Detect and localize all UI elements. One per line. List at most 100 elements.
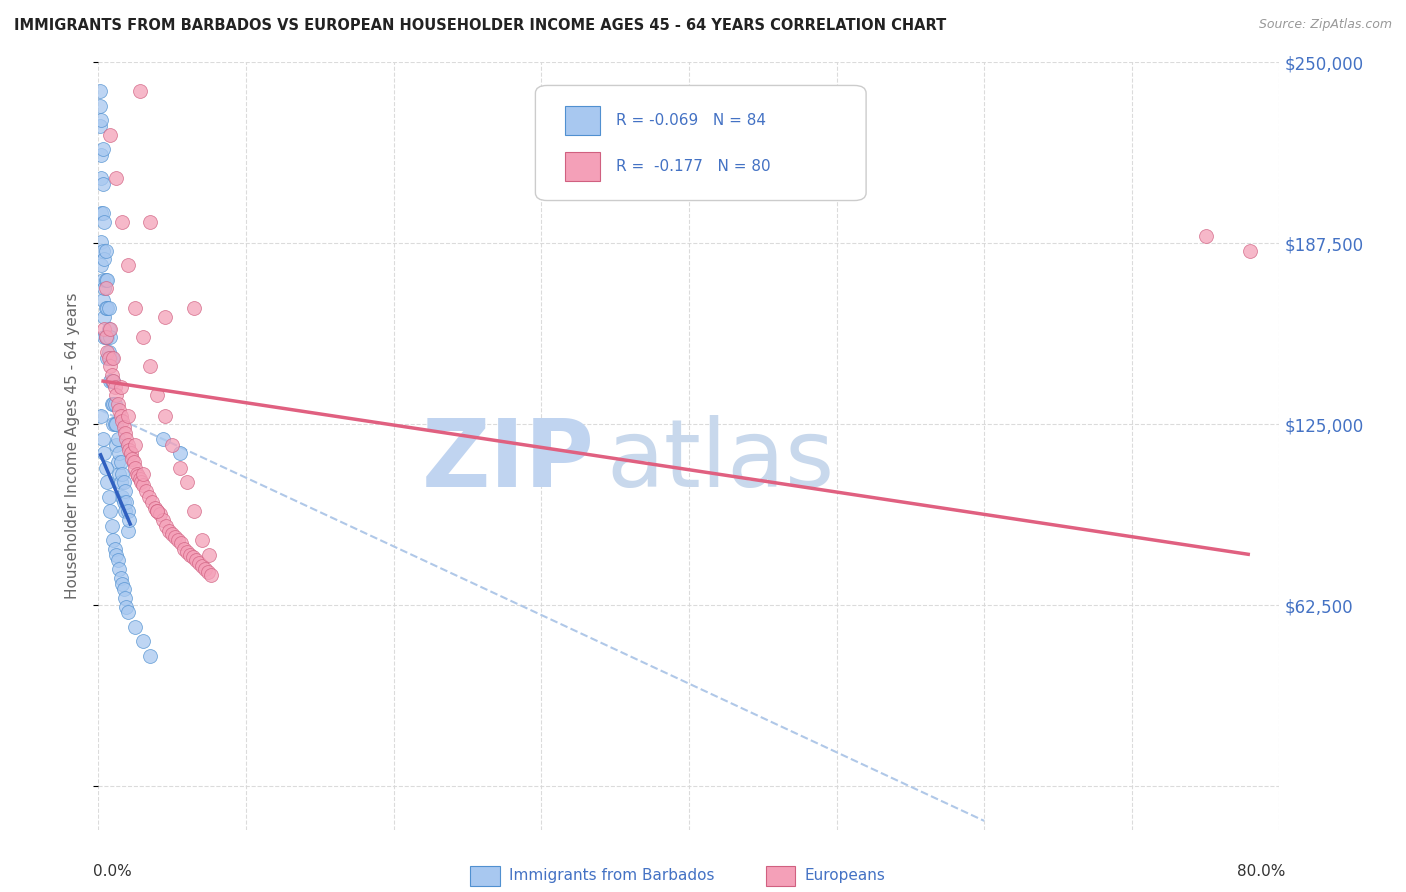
Point bbox=[96, 475, 118, 490]
Point bbox=[114, 591, 136, 605]
Text: 80.0%: 80.0% bbox=[1237, 864, 1285, 880]
Point bbox=[122, 455, 145, 469]
Point bbox=[98, 359, 121, 374]
Point bbox=[90, 148, 112, 162]
Point bbox=[105, 171, 128, 186]
Point bbox=[104, 417, 127, 432]
Point bbox=[98, 128, 121, 142]
Point bbox=[90, 258, 112, 272]
Point bbox=[98, 351, 121, 365]
Point bbox=[89, 84, 111, 98]
Point bbox=[94, 301, 117, 316]
Point bbox=[104, 541, 127, 556]
Point bbox=[132, 330, 155, 344]
Point bbox=[105, 388, 128, 402]
FancyBboxPatch shape bbox=[536, 86, 866, 201]
Point bbox=[104, 397, 127, 411]
Point bbox=[103, 533, 125, 547]
Point bbox=[167, 533, 190, 547]
Point bbox=[93, 281, 115, 295]
Point bbox=[194, 562, 217, 576]
Point bbox=[103, 374, 125, 388]
Bar bbox=[565, 152, 600, 181]
Point bbox=[176, 544, 198, 558]
Point bbox=[94, 281, 117, 295]
Point bbox=[115, 495, 138, 509]
Point bbox=[100, 368, 122, 382]
Point bbox=[141, 495, 163, 509]
Point bbox=[114, 504, 136, 518]
Point bbox=[117, 258, 139, 272]
Point bbox=[152, 432, 174, 446]
Point bbox=[117, 504, 139, 518]
Point bbox=[93, 310, 115, 325]
Point bbox=[103, 351, 125, 365]
Point bbox=[91, 244, 114, 258]
Point bbox=[117, 437, 139, 451]
Point bbox=[90, 113, 112, 128]
Point bbox=[143, 501, 166, 516]
Point bbox=[179, 548, 201, 562]
Point bbox=[94, 330, 117, 344]
Point bbox=[103, 417, 125, 432]
Point bbox=[114, 483, 136, 498]
Point bbox=[183, 504, 205, 518]
Point bbox=[149, 507, 172, 521]
Text: 0.0%: 0.0% bbox=[93, 864, 131, 880]
Point bbox=[91, 142, 114, 156]
Point bbox=[112, 420, 135, 434]
Point bbox=[110, 409, 132, 423]
Point bbox=[110, 475, 132, 490]
Point bbox=[146, 504, 169, 518]
Point bbox=[115, 432, 138, 446]
Point bbox=[91, 293, 114, 307]
Point bbox=[191, 533, 214, 547]
Point bbox=[98, 504, 121, 518]
Point bbox=[1195, 229, 1218, 244]
Point bbox=[90, 409, 112, 423]
Point bbox=[89, 119, 111, 133]
Point bbox=[94, 244, 117, 258]
Point bbox=[127, 469, 149, 483]
Point bbox=[108, 446, 131, 460]
Point bbox=[111, 414, 134, 428]
Y-axis label: Householder Income Ages 45 - 64 years: Householder Income Ages 45 - 64 years bbox=[65, 293, 80, 599]
Point bbox=[176, 475, 198, 490]
Point bbox=[97, 322, 120, 336]
Point bbox=[110, 571, 132, 585]
Point bbox=[139, 214, 162, 228]
Point bbox=[91, 177, 114, 191]
Text: Source: ZipAtlas.com: Source: ZipAtlas.com bbox=[1258, 18, 1392, 31]
Point bbox=[124, 301, 146, 316]
Point bbox=[135, 483, 157, 498]
Point bbox=[97, 301, 120, 316]
Point bbox=[183, 301, 205, 316]
Point bbox=[97, 345, 120, 359]
Point bbox=[173, 541, 195, 556]
Point bbox=[139, 648, 162, 663]
Point bbox=[132, 634, 155, 648]
Point bbox=[93, 446, 115, 460]
Point bbox=[90, 235, 112, 249]
Point bbox=[112, 582, 135, 597]
Point bbox=[117, 409, 139, 423]
Point bbox=[90, 206, 112, 220]
Point bbox=[152, 513, 174, 527]
Point bbox=[112, 475, 135, 490]
Point bbox=[98, 374, 121, 388]
Point bbox=[98, 330, 121, 344]
Point bbox=[111, 214, 134, 228]
Point bbox=[146, 388, 169, 402]
Point bbox=[105, 437, 128, 451]
Point bbox=[107, 432, 129, 446]
Point bbox=[91, 206, 114, 220]
Text: Immigrants from Barbados: Immigrants from Barbados bbox=[509, 868, 714, 883]
Point bbox=[124, 437, 146, 451]
Point bbox=[111, 467, 134, 481]
Point bbox=[91, 432, 114, 446]
Point bbox=[96, 330, 118, 344]
Point bbox=[108, 402, 131, 417]
Point bbox=[139, 359, 162, 374]
Point bbox=[124, 620, 146, 634]
Point bbox=[120, 446, 142, 460]
